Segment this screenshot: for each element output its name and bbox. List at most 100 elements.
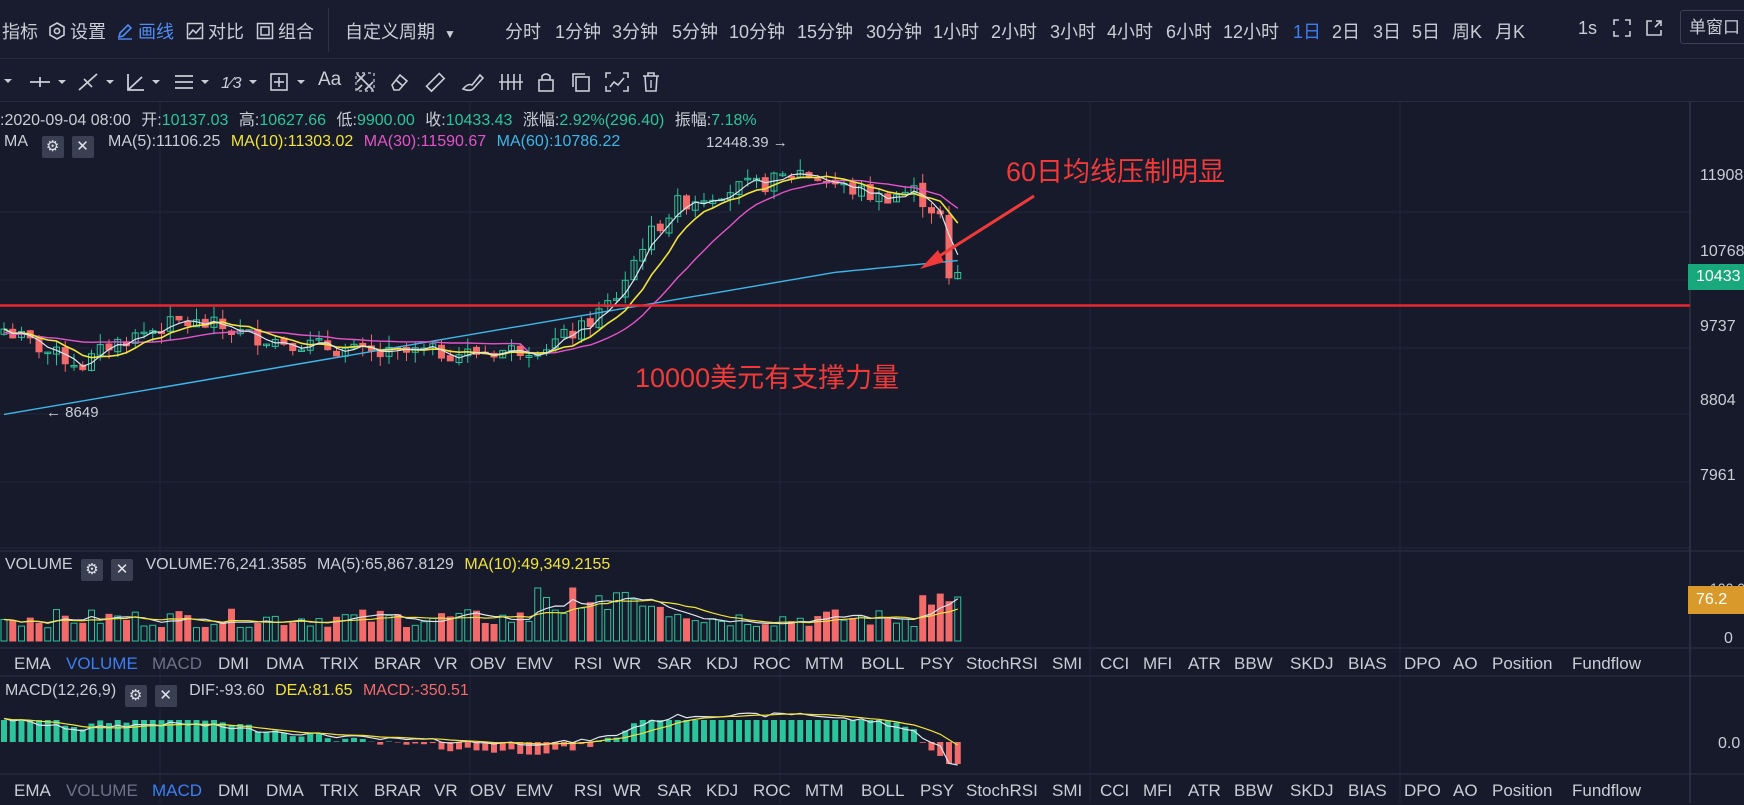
period-option[interactable]: 12小时 bbox=[1223, 18, 1279, 44]
indicator-tab[interactable]: ROC bbox=[753, 654, 791, 674]
period-option[interactable]: 3日 bbox=[1373, 18, 1401, 44]
horizontal-line-icon[interactable] bbox=[28, 71, 68, 93]
pattern-tool-icon[interactable] bbox=[354, 71, 376, 93]
indicator-tab[interactable]: StochRSI bbox=[966, 654, 1038, 674]
screenshot-icon[interactable] bbox=[604, 71, 630, 93]
indicator-tab[interactable]: Position bbox=[1492, 654, 1552, 674]
draw-button[interactable]: 画线 bbox=[116, 18, 174, 45]
refresh-interval[interactable]: 1s bbox=[1578, 18, 1597, 39]
eraser-icon[interactable] bbox=[388, 71, 410, 93]
indicator-tab[interactable]: DPO bbox=[1404, 654, 1441, 674]
cursor-dropdown-icon[interactable] bbox=[2, 71, 12, 93]
period-option[interactable]: 4小时 bbox=[1107, 18, 1153, 44]
indicators-button[interactable]: 指标 bbox=[2, 18, 38, 44]
indicator-tab[interactable]: Fundflow bbox=[1572, 781, 1641, 801]
indicator-tab[interactable]: AO bbox=[1453, 781, 1478, 801]
period-option[interactable]: 3小时 bbox=[1050, 18, 1096, 44]
combine-button[interactable]: 组合 bbox=[256, 18, 314, 45]
fullscreen-icon[interactable] bbox=[1612, 18, 1632, 40]
period-option[interactable]: 15分钟 bbox=[797, 18, 853, 44]
indicator-tab[interactable]: WR bbox=[613, 781, 641, 801]
indicator-tab[interactable]: EMA bbox=[14, 781, 51, 801]
indicator-tab[interactable]: SKDJ bbox=[1290, 781, 1333, 801]
indicator-tab[interactable]: MACD bbox=[152, 781, 202, 801]
trend-line-icon[interactable] bbox=[76, 71, 120, 93]
gear-icon[interactable]: ⚙ bbox=[125, 685, 147, 707]
custom-period-dropdown[interactable]: 自定义周期 ▼ bbox=[345, 18, 456, 44]
indicator-tab[interactable]: VOLUME bbox=[66, 781, 138, 801]
period-option[interactable]: 分时 bbox=[505, 18, 541, 44]
indicator-tab[interactable]: Fundflow bbox=[1572, 654, 1641, 674]
indicator-tab[interactable]: BIAS bbox=[1348, 781, 1387, 801]
indicator-tab[interactable]: VR bbox=[434, 654, 458, 674]
indicator-tab[interactable]: MACD bbox=[152, 654, 202, 674]
indicator-tab[interactable]: RSI bbox=[574, 654, 602, 674]
indicator-tab[interactable]: VR bbox=[434, 781, 458, 801]
angle-tool-icon[interactable] bbox=[124, 71, 164, 93]
indicator-tab[interactable]: VOLUME bbox=[66, 654, 138, 674]
lock-icon[interactable] bbox=[536, 71, 556, 93]
indicator-tab[interactable]: RSI bbox=[574, 781, 602, 801]
indicator-tab[interactable]: BIAS bbox=[1348, 654, 1387, 674]
single-window-button[interactable]: 单窗口 bbox=[1680, 10, 1744, 44]
period-option[interactable]: 周K bbox=[1452, 18, 1482, 44]
indicator-tab[interactable]: SMI bbox=[1052, 654, 1082, 674]
period-option[interactable]: 1小时 bbox=[933, 18, 979, 44]
text-tool[interactable]: Aa bbox=[318, 69, 341, 91]
indicator-tab[interactable]: EMV bbox=[516, 654, 553, 674]
indicator-tab[interactable]: ROC bbox=[753, 781, 791, 801]
indicator-tab[interactable]: KDJ bbox=[706, 654, 738, 674]
indicator-tab[interactable]: MTM bbox=[805, 654, 844, 674]
indicator-tab[interactable]: MFI bbox=[1143, 654, 1172, 674]
indicator-tab[interactable]: BBW bbox=[1234, 781, 1273, 801]
period-option[interactable]: 1分钟 bbox=[555, 18, 601, 44]
indicator-tab[interactable]: AO bbox=[1453, 654, 1478, 674]
period-option[interactable]: 3分钟 bbox=[612, 18, 658, 44]
gear-icon[interactable]: ⚙ bbox=[42, 136, 64, 158]
indicator-tab[interactable]: WR bbox=[613, 654, 641, 674]
copy-icon[interactable] bbox=[570, 71, 592, 93]
indicator-tab[interactable]: DMI bbox=[218, 654, 249, 674]
indicator-tab[interactable]: OBV bbox=[470, 781, 506, 801]
trash-icon[interactable] bbox=[640, 71, 662, 93]
indicator-tab[interactable]: EMV bbox=[516, 781, 553, 801]
indicator-tab[interactable]: EMA bbox=[14, 654, 51, 674]
indicator-tab[interactable]: DMI bbox=[218, 781, 249, 801]
indicator-tab[interactable]: DPO bbox=[1404, 781, 1441, 801]
period-option[interactable]: 6小时 bbox=[1166, 18, 1212, 44]
indicator-tab[interactable]: SAR bbox=[657, 781, 692, 801]
indicator-tab[interactable]: ATR bbox=[1188, 654, 1221, 674]
close-icon[interactable]: ✕ bbox=[111, 559, 133, 581]
indicator-tab[interactable]: SKDJ bbox=[1290, 654, 1333, 674]
period-option[interactable]: 1日 bbox=[1293, 18, 1321, 44]
indicator-tab[interactable]: MTM bbox=[805, 781, 844, 801]
indicator-tab[interactable]: ATR bbox=[1188, 781, 1221, 801]
indicator-tab[interactable]: DMA bbox=[266, 781, 304, 801]
indicator-tab[interactable]: BOLL bbox=[861, 781, 904, 801]
indicator-tab[interactable]: BOLL bbox=[861, 654, 904, 674]
close-icon[interactable]: ✕ bbox=[155, 685, 177, 707]
period-option[interactable]: 2日 bbox=[1332, 18, 1360, 44]
indicator-tab[interactable]: SMI bbox=[1052, 781, 1082, 801]
gear-icon[interactable]: ⚙ bbox=[81, 559, 103, 581]
indicator-tab[interactable]: OBV bbox=[470, 654, 506, 674]
period-option[interactable]: 月K bbox=[1495, 18, 1525, 44]
indicator-tab[interactable]: TRIX bbox=[320, 781, 359, 801]
settings-button[interactable]: 设置 bbox=[48, 18, 106, 45]
indicator-tab[interactable]: Position bbox=[1492, 781, 1552, 801]
period-option[interactable]: 10分钟 bbox=[729, 18, 785, 44]
indicator-tab[interactable]: PSY bbox=[920, 781, 954, 801]
indicator-tab[interactable]: StochRSI bbox=[966, 781, 1038, 801]
period-option[interactable]: 2小时 bbox=[991, 18, 1037, 44]
popout-icon[interactable] bbox=[1644, 18, 1664, 40]
indicator-tab[interactable]: CCI bbox=[1100, 781, 1129, 801]
indicator-tab[interactable]: KDJ bbox=[706, 781, 738, 801]
ruler-icon[interactable] bbox=[424, 71, 446, 93]
brush-icon[interactable] bbox=[460, 71, 486, 93]
indicator-tab[interactable]: DMA bbox=[266, 654, 304, 674]
indicator-tab[interactable]: SAR bbox=[657, 654, 692, 674]
compare-button[interactable]: 对比 bbox=[186, 18, 244, 45]
indicator-tab[interactable]: PSY bbox=[920, 654, 954, 674]
indicator-tab[interactable]: CCI bbox=[1100, 654, 1129, 674]
period-option[interactable]: 5日 bbox=[1412, 18, 1440, 44]
